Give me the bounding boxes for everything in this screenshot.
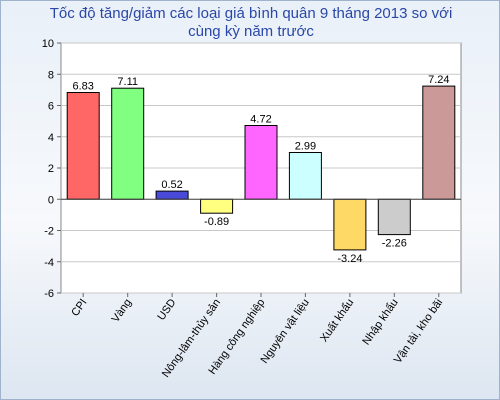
data-label-7: -2.26 [382,238,407,250]
category-label-8: Vận tải, kho bãi [392,297,445,366]
bar-1 [111,87,145,200]
y-tick-label: -4 [44,257,54,269]
data-label-1: 7.11 [117,76,138,88]
y-tick-label: 8 [48,69,54,81]
chart-title-line-1: Tốc độ tăng/giảm các loại giá bình quân … [49,5,453,22]
data-label-2: 0.52 [161,179,182,191]
y-tick-label: 6 [48,101,54,113]
bar-6 [333,198,367,251]
data-label-5: 2.99 [295,141,316,153]
bar-7 [377,198,411,236]
data-label-8: 7.24 [428,74,449,86]
chart-title: Tốc độ tăng/giảm các loại giá bình quân … [1,5,500,41]
y-tick-label: 2 [48,163,54,175]
data-labels: 6.83 7.11 0.52 -0.89 4.72 2.99 -3.24 -2.26 7.24 [72,74,449,265]
category-label-5: Nguyên vật liệu [259,297,312,366]
bar-0 [66,92,100,200]
data-label-6: -3.24 [337,253,362,265]
bar-8 [422,85,456,200]
y-tick-label: 10 [42,38,54,50]
y-tick-label: 0 [48,194,54,206]
category-label-1: Vàng [110,297,135,325]
bars [61,85,461,251]
chart-title-line-2: cùng kỳ năm trước [188,23,314,40]
category-label-6: Xuất khẩu [318,297,356,344]
y-tick-label: -2 [44,226,54,238]
bar-4 [244,125,278,200]
category-label-2: USD [155,297,178,323]
y-axis: -6 -4 -2 0 2 4 6 8 10 [42,38,61,300]
bar-3 [200,198,234,214]
data-label-3: -0.89 [204,216,229,228]
bar-2 [155,190,189,200]
bar-5 [288,152,322,200]
data-label-0: 6.83 [72,81,93,93]
category-label-7: Nhập khẩu [360,297,400,347]
category-label-0: CPI [69,297,89,319]
y-tick-label: -6 [44,288,54,300]
y-tick-label: 4 [48,132,54,144]
data-label-4: 4.72 [250,114,271,126]
